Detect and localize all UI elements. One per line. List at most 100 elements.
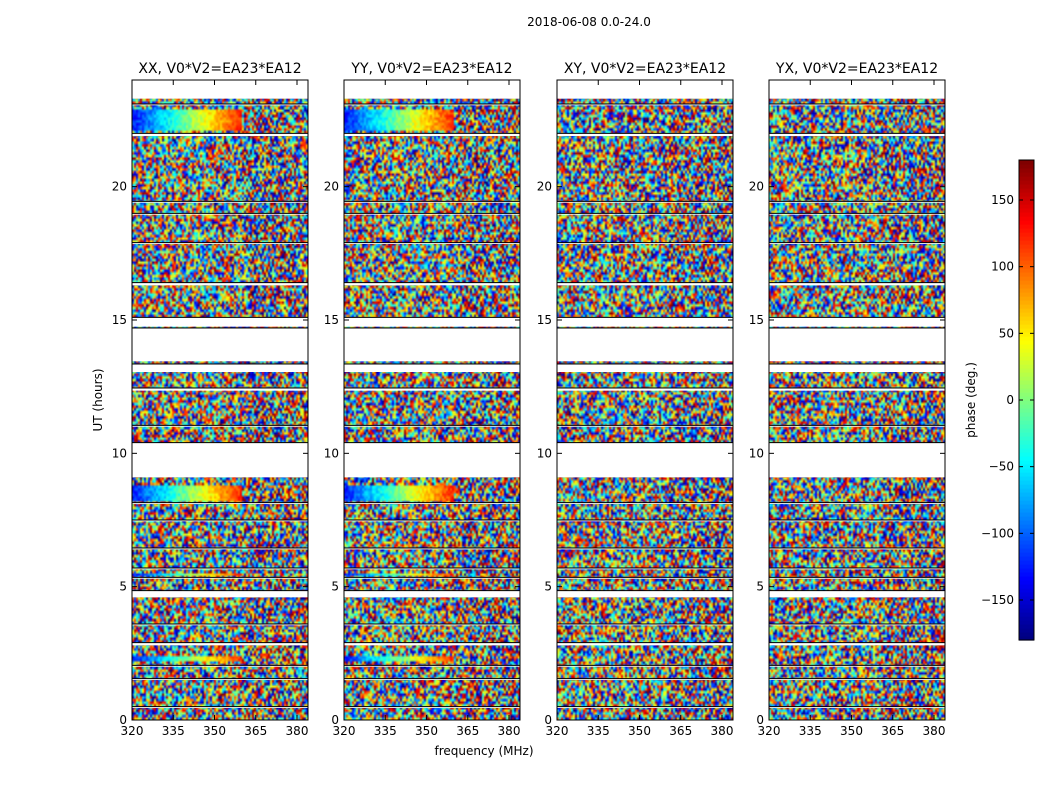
y-tick-label: 0 [544,713,552,727]
colorbar-segment [1019,584,1034,589]
colorbar-segment [1019,368,1034,373]
colorbar-segment [1019,620,1034,625]
colorbar-segment [1019,508,1034,513]
colorbar-segment [1019,200,1034,205]
colorbar-tick-label: 50 [999,326,1014,340]
heatmap-image [769,80,945,720]
colorbar-segment [1019,224,1034,229]
x-tick-label: 335 [799,724,822,738]
colorbar-segment [1019,380,1034,385]
flagged-band [769,213,945,215]
colorbar-segment [1019,240,1034,245]
colorbar-segment [1019,432,1034,437]
x-tick-label: 350 [628,724,651,738]
colorbar-segment [1019,216,1034,221]
flagged-band [344,642,520,646]
x-tick-label: 380 [923,724,946,738]
colorbar-segment [1019,472,1034,477]
colorbar-segment [1019,604,1034,609]
y-tick-label: 10 [324,446,339,460]
flagged-band [132,282,308,286]
flagged-band [769,388,945,391]
flagged-band [132,328,308,362]
colorbar-segment [1019,320,1034,325]
flagged-band [769,364,945,372]
x-tick-label: 335 [587,724,610,738]
colorbar-segment [1019,176,1034,181]
y-tick-label: 5 [119,580,127,594]
colorbar-segment [1019,336,1034,341]
colorbar-segment [1019,292,1034,297]
colorbar-segment [1019,236,1034,241]
flagged-band [557,665,733,667]
axes-frame [343,79,521,721]
colorbar-segment [1019,408,1034,413]
flagged-band [132,642,308,646]
flagged-band [557,133,733,136]
flagged-band [344,328,520,362]
flagged-band [344,425,520,427]
panel-4: YX, V0*V2=EA23*EA12 320 335 350 365 380 0 5 10 15… [749,61,946,738]
flagged-band [344,548,520,550]
colorbar-segment [1019,548,1034,553]
flagged-band [344,624,520,626]
colorbar-segment [1019,212,1034,217]
colorbar-segment [1019,268,1034,273]
colorbar-segment [1019,312,1034,317]
flagged-band [132,388,308,391]
colorbar-segment [1019,452,1034,457]
y-tick-label: 15 [749,313,764,327]
x-axis-label: frequency (MHz) [434,744,533,758]
y-tick-label: 5 [544,580,552,594]
flagged-band [132,568,308,570]
flagged-band [769,520,945,522]
colorbar-segment [1019,504,1034,509]
colorbar-segment [1019,628,1034,633]
x-tick-label: 380 [711,724,734,738]
colorbar-segment [1019,400,1034,405]
panel-2: YY, V0*V2=EA23*EA12 320 335 350 365 380 0 5 10 15… [324,61,521,738]
flagged-band [344,388,520,391]
panels: XX, V0*V2=EA23*EA12 320 335 350 365 380 0 5 10 15… [112,61,946,738]
panel-title: YX, V0*V2=EA23*EA12 [775,61,938,77]
flagged-band [557,642,733,646]
colorbar-segment [1019,288,1034,293]
flagged-band [769,590,945,598]
flagged-band [344,364,520,372]
flagged-band [557,388,733,391]
y-tick-label: 15 [324,313,339,327]
colorbar-segment [1019,364,1034,369]
flagged-band [769,425,945,427]
y-tick-label: 5 [331,580,339,594]
flagged-band [344,577,520,579]
flagged-band [769,282,945,286]
colorbar-segment [1019,556,1034,561]
colorbar-segment [1019,480,1034,485]
flagged-band [344,590,520,598]
colorbar-segment [1019,424,1034,429]
colorbar-tick-label: 100 [991,260,1014,274]
y-tick-label: 15 [112,313,127,327]
colorbar-segment [1019,264,1034,269]
flagged-band [769,665,945,667]
flagged-band [132,665,308,667]
flagged-band [344,520,520,522]
colorbar-segment [1019,208,1034,213]
colorbar-segment [1019,404,1034,409]
flagged-band [557,706,733,708]
flagged-band [344,678,520,680]
colorbar-segment [1019,448,1034,453]
colorbar-segment [1019,396,1034,401]
panel-1: XX, V0*V2=EA23*EA12 320 335 350 365 380 0 5 10 15… [112,61,309,738]
colorbar-segment [1019,516,1034,521]
y-tick-label: 0 [331,713,339,727]
colorbar-segment [1019,384,1034,389]
y-tick-label: 10 [112,446,127,460]
x-tick-label: 365 [669,724,692,738]
flagged-band [557,201,733,203]
colorbar-segment [1019,324,1034,329]
colorbar-segment [1019,280,1034,285]
x-tick-label: 350 [840,724,863,738]
colorbar-segment [1019,624,1034,629]
panel-title: XY, V0*V2=EA23*EA12 [564,61,726,77]
